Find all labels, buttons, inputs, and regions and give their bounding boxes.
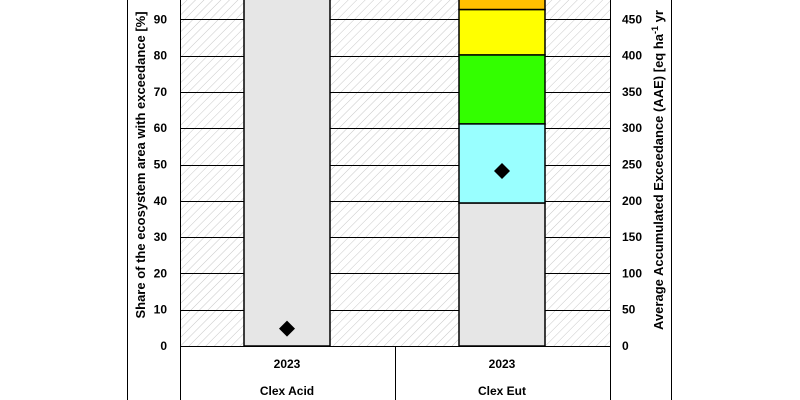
group-label-1: Clex Acid — [260, 384, 314, 398]
right-axis-title-sup: -1 — [650, 26, 660, 34]
left-tick-label: 80 — [154, 49, 168, 63]
category-label-2: 2023 — [489, 357, 516, 371]
left-tick-label: 10 — [154, 303, 168, 317]
left-y-ticks: 0 10 20 30 40 50 60 70 80 90 — [154, 12, 168, 353]
left-tick-label: 40 — [154, 194, 168, 208]
right-tick-label: 450 — [622, 12, 642, 26]
right-tick-label: 350 — [622, 85, 642, 99]
group-label-2: Clex Eut — [478, 384, 526, 398]
aae-marker — [279, 320, 295, 337]
left-tick-label: 60 — [154, 121, 168, 135]
bar-segment — [458, 202, 546, 347]
bar-segment — [243, 0, 331, 347]
bar-segment — [458, 54, 546, 125]
bar-segment — [458, 0, 546, 11]
right-tick-label: 50 — [622, 303, 636, 317]
right-y-ticks: 0 50 100 150 200 250 300 350 400 450 — [622, 12, 642, 353]
left-axis-title: Share of the ecosystem area with exceeda… — [133, 11, 148, 318]
left-tick-label: 90 — [154, 12, 168, 26]
left-tick-label: 20 — [154, 266, 168, 280]
right-tick-label: 0 — [622, 339, 629, 353]
aae-marker — [494, 163, 510, 180]
right-tick-label: 400 — [622, 49, 642, 63]
right-tick-label: 200 — [622, 194, 642, 208]
right-tick-label: 250 — [622, 158, 642, 172]
right-tick-label: 300 — [622, 121, 642, 135]
right-axis-title: Average Accumulated Exceedance (AAE) [eq… — [650, 10, 666, 330]
aae-markers — [279, 163, 510, 337]
right-tick-label: 100 — [622, 266, 642, 280]
left-tick-label: 70 — [154, 85, 168, 99]
right-tick-label: 150 — [622, 230, 642, 244]
bar-segment — [458, 8, 546, 56]
category-label-1: 2023 — [274, 357, 301, 371]
left-tick-label: 50 — [154, 158, 168, 172]
right-axis-title-main: Average Accumulated Exceedance (AAE) [eq… — [651, 33, 666, 330]
left-tick-label: 30 — [154, 230, 168, 244]
left-tick-label: 0 — [160, 339, 167, 353]
right-axis-title-end: yr — [651, 10, 666, 26]
